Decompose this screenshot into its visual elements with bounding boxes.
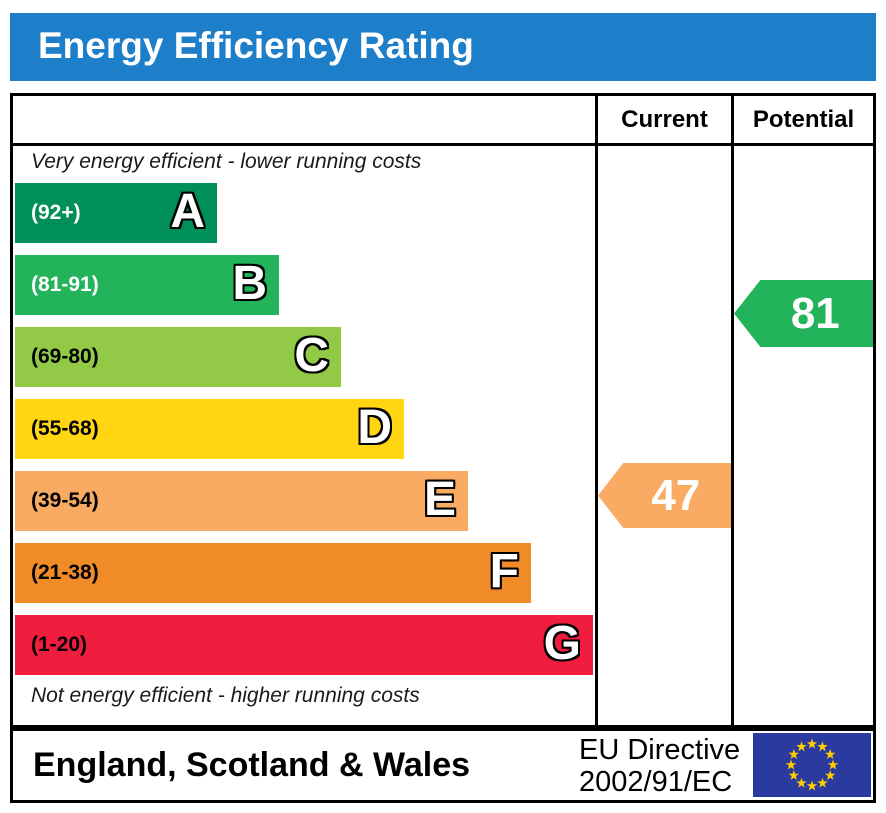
band-g-letter: G bbox=[543, 617, 581, 670]
note-not-efficient: Not energy efficient - higher running co… bbox=[31, 684, 420, 707]
potential-rating-arrow: 81 bbox=[734, 280, 873, 347]
band-b-range: (81-91) bbox=[31, 273, 99, 296]
band-c-letter: C bbox=[294, 329, 329, 382]
band-g-range: (1-20) bbox=[31, 633, 88, 656]
band-f: (21-38) F bbox=[15, 543, 531, 603]
current-rating-value: 47 bbox=[651, 470, 701, 520]
column-header-current: Current bbox=[621, 106, 708, 133]
band-f-letter: F bbox=[489, 545, 519, 598]
band-g: (1-20) G bbox=[15, 615, 593, 675]
current-rating-arrow: 47 bbox=[598, 463, 731, 528]
band-a-range: (92+) bbox=[31, 201, 81, 224]
band-d: (55-68) D bbox=[15, 399, 404, 459]
band-a-letter: A bbox=[170, 185, 205, 238]
band-f-range: (21-38) bbox=[31, 561, 99, 584]
band-e: (39-54) E bbox=[15, 471, 468, 531]
eu-directive-label: EU Directive 2002/91/EC bbox=[579, 734, 740, 798]
header-divider bbox=[13, 143, 873, 146]
band-c-range: (69-80) bbox=[31, 345, 99, 368]
eu-directive-line2: 2002/91/EC bbox=[579, 766, 733, 798]
band-e-letter: E bbox=[423, 473, 456, 526]
band-b: (81-91) B bbox=[15, 255, 279, 315]
column-header-potential: Potential bbox=[752, 106, 855, 133]
note-very-efficient: Very energy efficient - lower running co… bbox=[31, 150, 422, 173]
column-divider-current bbox=[595, 96, 598, 725]
band-d-range: (55-68) bbox=[31, 417, 99, 440]
band-d-letter: D bbox=[357, 401, 392, 454]
band-c: (69-80) C bbox=[15, 327, 341, 387]
column-divider-potential bbox=[731, 96, 734, 725]
eu-flag-icon bbox=[753, 733, 871, 797]
potential-rating-value: 81 bbox=[790, 288, 840, 338]
page-title: Energy Efficiency Rating bbox=[10, 13, 876, 81]
footer: England, Scotland & Wales EU Directive 2… bbox=[10, 728, 876, 803]
rating-table: Current Potential Very energy efficient … bbox=[10, 93, 876, 728]
region-label: England, Scotland & Wales bbox=[33, 746, 471, 784]
band-b-letter: B bbox=[232, 257, 267, 310]
band-e-range: (39-54) bbox=[31, 489, 99, 512]
band-a: (92+) A bbox=[15, 183, 217, 243]
eu-directive-line1: EU Directive bbox=[579, 734, 741, 766]
